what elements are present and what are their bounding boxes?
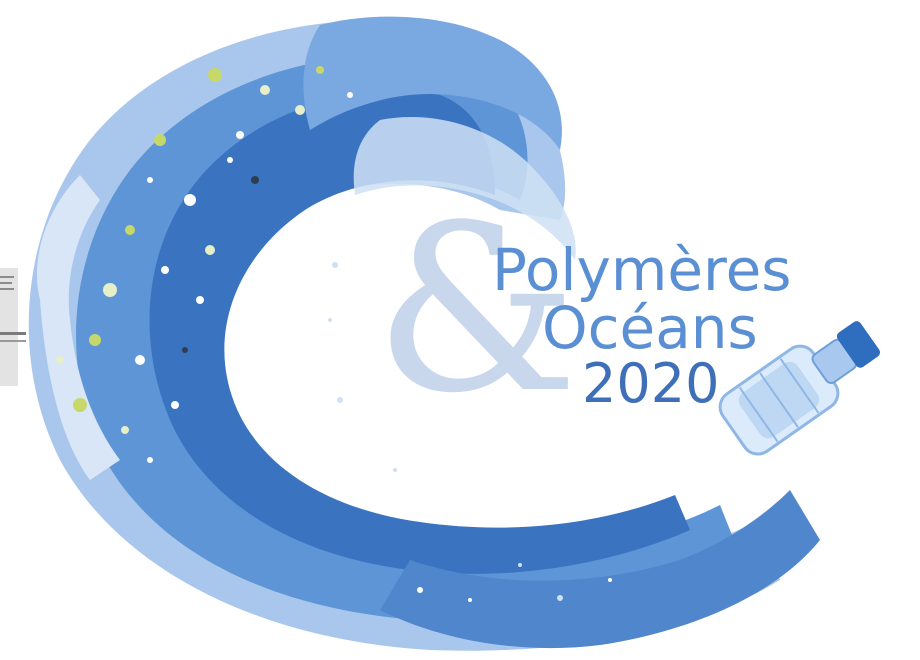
logo-title-oceans: Océans bbox=[542, 294, 758, 362]
logo-ampersand: & bbox=[374, 177, 579, 444]
debris-particles bbox=[56, 66, 612, 602]
wave-dark-curl bbox=[149, 91, 690, 574]
wave-left-splash bbox=[36, 175, 120, 480]
wave-crest-highlight bbox=[353, 117, 576, 260]
plastic-bottle-icon bbox=[718, 321, 881, 456]
wave-crest bbox=[303, 16, 562, 150]
logo-year: 2020 bbox=[582, 352, 720, 415]
logo-title-polymeres: Polymères bbox=[492, 236, 792, 304]
logo-wordmark: Polymères Océans 2020 bbox=[480, 238, 820, 428]
wave-tail bbox=[380, 490, 820, 649]
edge-artifact bbox=[0, 268, 26, 386]
